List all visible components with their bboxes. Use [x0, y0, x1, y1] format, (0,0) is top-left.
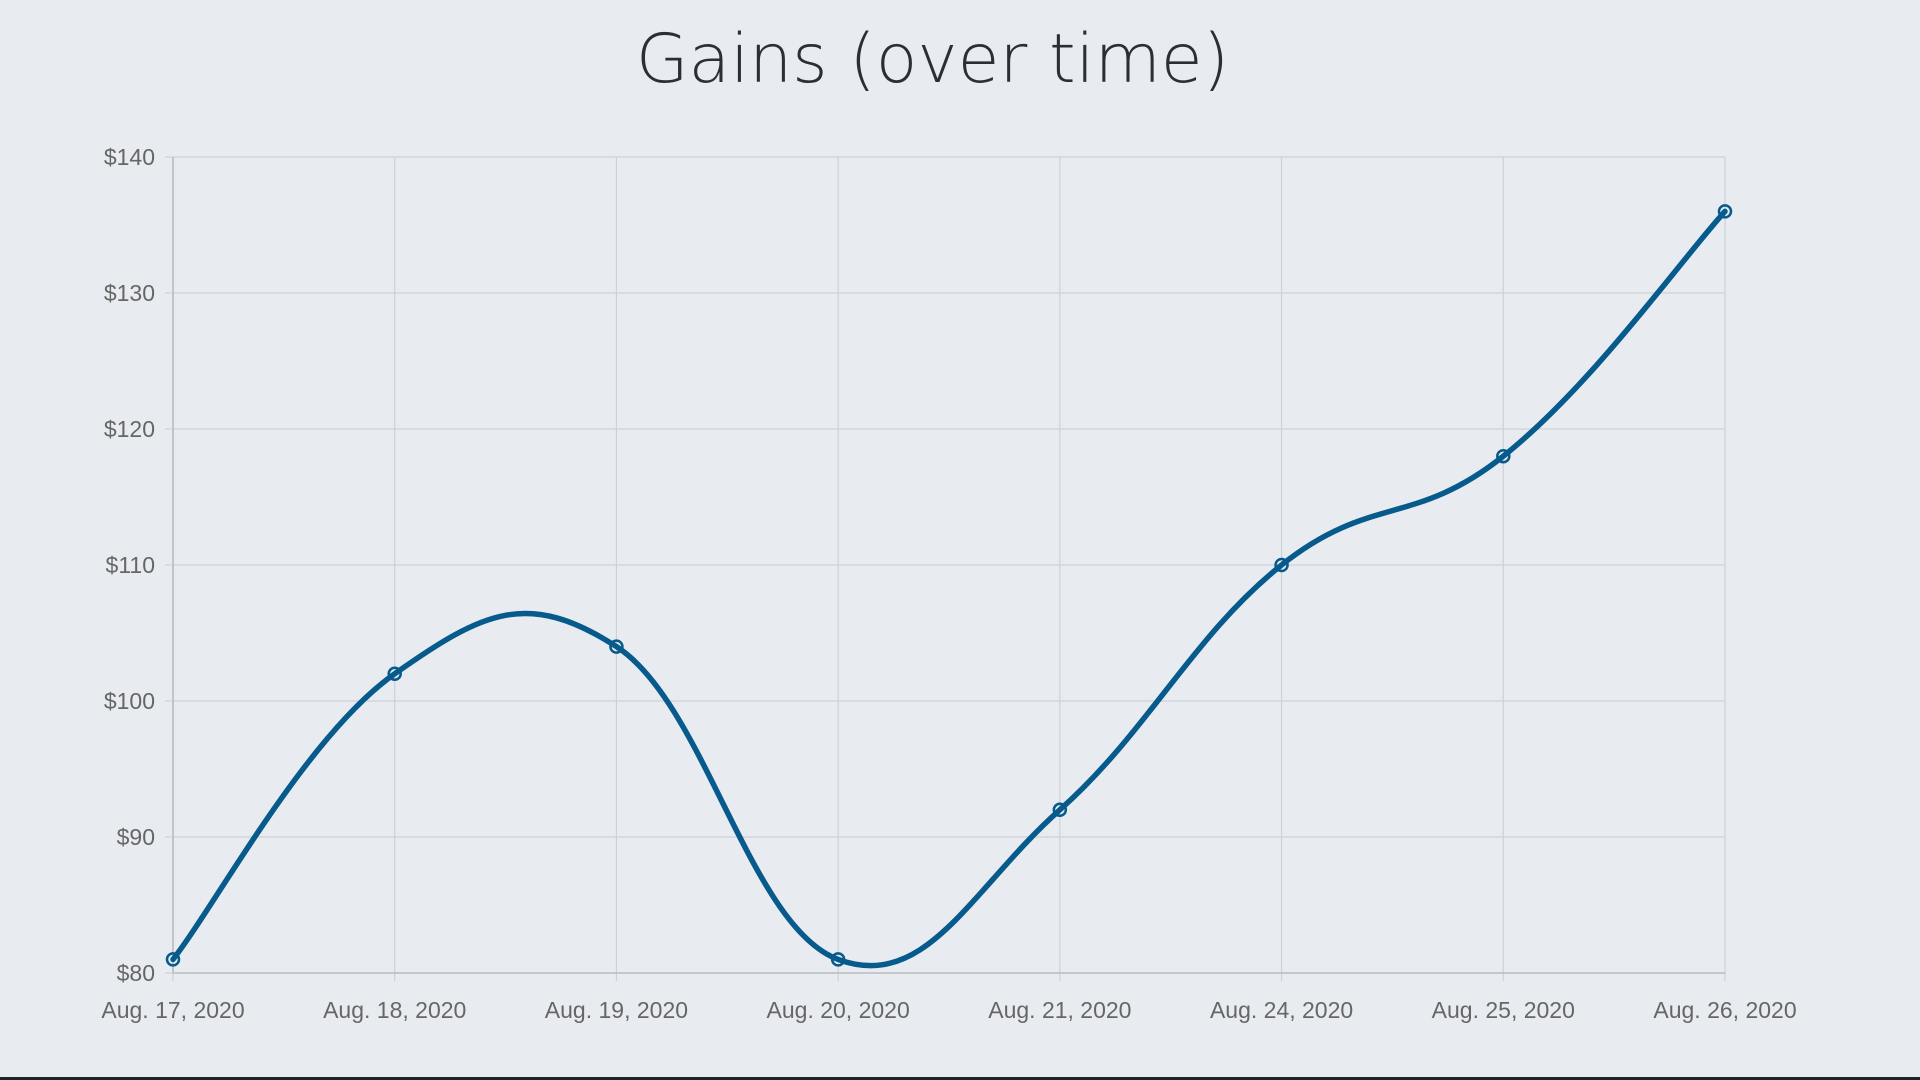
x-tick-label: Aug. 20, 2020: [767, 997, 910, 1023]
data-point: [609, 639, 624, 654]
data-point: [165, 952, 181, 967]
y-axis-ticks: $80 $90 $100 $110 $120 $130 $140: [104, 144, 155, 986]
x-tick-label: Aug. 21, 2020: [988, 997, 1131, 1023]
x-axis-ticks: Aug. 17, 2020 Aug. 18, 2020 Aug. 19, 2020 A…: [101, 997, 1796, 1023]
x-tick-label: Aug. 25, 2020: [1432, 997, 1575, 1023]
data-point: [1052, 802, 1068, 818]
x-tick-label: Aug. 19, 2020: [545, 997, 688, 1023]
y-tick-label: $140: [104, 144, 155, 170]
grid-layer: [165, 156, 1726, 981]
series-line: [170, 208, 1728, 969]
bottom-border: [0, 1077, 1920, 1080]
chart-title: Gains (over time): [635, 20, 1230, 99]
x-tick-label: Aug. 26, 2020: [1653, 997, 1796, 1023]
y-tick-label: $120: [104, 416, 155, 442]
series-layer: [170, 208, 1728, 969]
x-tick-label: Aug. 18, 2020: [323, 997, 466, 1023]
x-tick-label: Aug. 24, 2020: [1210, 997, 1353, 1023]
data-point: [1717, 204, 1733, 219]
data-point: [830, 952, 846, 967]
x-tick-label: Aug. 17, 2020: [101, 997, 244, 1023]
data-point: [1274, 557, 1289, 573]
data-point: [1496, 448, 1511, 464]
y-tick-label: $90: [117, 824, 155, 850]
y-tick-label: $110: [106, 552, 155, 578]
y-tick-label: $80: [117, 960, 155, 986]
axis-layer: [172, 157, 1725, 974]
y-tick-label: $100: [104, 688, 155, 714]
y-tick-label: $130: [104, 280, 155, 306]
point-layer: [165, 204, 1733, 967]
data-point: [387, 666, 402, 682]
